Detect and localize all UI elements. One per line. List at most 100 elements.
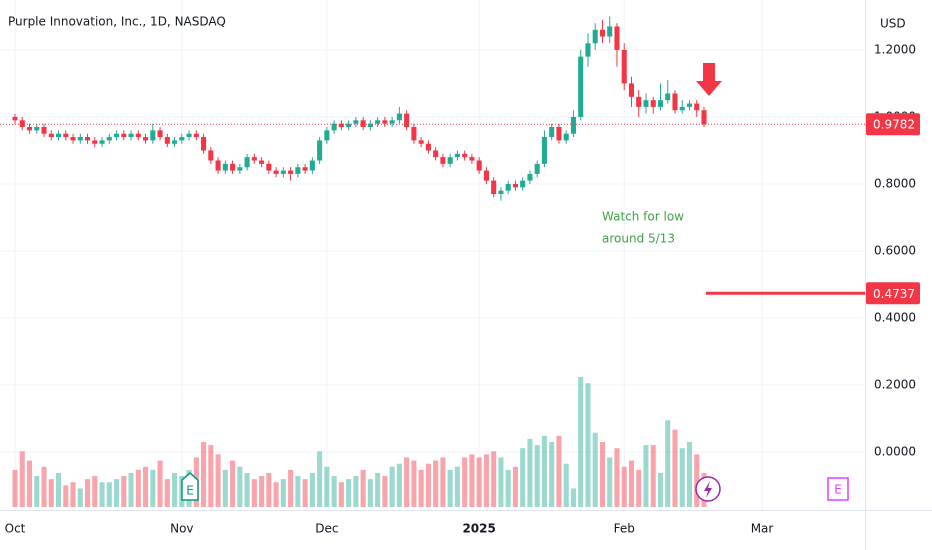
candle-body [121, 133, 127, 138]
candle-body [469, 157, 475, 161]
candle-body [628, 83, 635, 97]
candle-body [150, 130, 156, 141]
volume-bar [208, 445, 214, 507]
y-tick-label: 0.8000 [874, 176, 916, 190]
candle-body [520, 180, 526, 188]
volume-bar [367, 479, 373, 507]
candle-body [353, 120, 359, 124]
volume-bar [55, 472, 62, 507]
volume-bar [201, 442, 207, 507]
volume-bar [599, 442, 605, 507]
volume-bar [172, 472, 178, 507]
candle-body [607, 26, 613, 37]
svg-text:E: E [186, 484, 194, 498]
volume-bar [570, 488, 576, 507]
target-box [866, 282, 920, 305]
candle-body [84, 137, 91, 141]
candle-body [534, 163, 540, 174]
candle-body [12, 116, 18, 121]
volume-bar [150, 469, 156, 507]
candle-body [295, 167, 301, 174]
y-tick-label: 0.4000 [874, 310, 916, 324]
candle-body [679, 106, 685, 111]
candle-body [404, 113, 410, 127]
candle-body [650, 100, 656, 107]
volume-bar [665, 420, 671, 507]
candle-body [309, 160, 315, 171]
volume-bar [164, 479, 170, 507]
candle-body [505, 183, 511, 191]
candle-body [230, 163, 236, 171]
candle-body [643, 100, 649, 107]
candle-body [55, 133, 62, 138]
y-tick-label: 1.2000 [874, 42, 916, 56]
candle-body [99, 140, 105, 144]
volume-bar [657, 472, 664, 507]
candle-body [360, 120, 366, 127]
candle-body [701, 110, 707, 125]
candle-body [578, 56, 584, 117]
candle-body [259, 160, 265, 164]
candle-body [244, 157, 250, 168]
chart-title: Purple Innovation, Inc., 1D, NASDAQ [8, 15, 226, 29]
volume-bar [614, 448, 620, 507]
candle-body [411, 126, 417, 141]
volume-bar [360, 469, 366, 507]
candle-body [375, 120, 381, 124]
candle-body [447, 157, 453, 164]
volume-bar [454, 466, 460, 507]
candle-body [382, 120, 388, 124]
candle-body [172, 140, 178, 144]
volume-bar [99, 482, 105, 507]
candle-body [237, 167, 243, 171]
volume-bar [266, 472, 272, 507]
candle-body [498, 190, 504, 195]
volume-bar [636, 469, 642, 507]
volume-bar [650, 445, 656, 507]
x-tick-label: Mar [751, 522, 774, 536]
candle-body [331, 123, 337, 131]
candle-body [476, 160, 482, 171]
volume-bar [469, 454, 475, 507]
volume-bar [375, 472, 381, 507]
volume-bar [331, 476, 337, 507]
candle-body [621, 49, 627, 84]
volume-bar [396, 463, 402, 507]
candle-body [527, 173, 533, 181]
volume-bar [556, 435, 562, 507]
volume-bar [41, 466, 47, 507]
volume-bar [404, 457, 410, 507]
candle-body [418, 140, 424, 144]
volume-bar [578, 377, 584, 507]
candle-body [599, 29, 605, 37]
annotation: around 5/13 [602, 232, 675, 246]
candle-body [636, 96, 642, 107]
volume-bar [541, 435, 547, 507]
volume-bar [324, 466, 330, 507]
volume-bar [527, 438, 533, 507]
volume-bar [353, 476, 359, 507]
candle-body [70, 137, 76, 141]
volume-bar [585, 383, 591, 507]
candle-body [570, 116, 576, 134]
candle-body [26, 126, 33, 131]
volume-bar [346, 479, 352, 507]
candle-body [541, 137, 547, 164]
volume-bar [679, 448, 685, 507]
volume-bar [63, 485, 69, 507]
volume-bar [309, 472, 315, 507]
candle-body [135, 133, 141, 138]
volume-bar [317, 451, 323, 507]
candle-body [396, 113, 402, 121]
candle-body [614, 26, 620, 50]
candle-body [389, 120, 395, 124]
volume-bar [237, 466, 243, 507]
volume-bar [462, 457, 468, 507]
last-price-box [866, 113, 920, 136]
candle-body [92, 140, 98, 144]
volume-bar [549, 442, 555, 507]
x-tick-label: Dec [315, 522, 338, 536]
volume-bar [607, 457, 613, 507]
volume-bar [520, 448, 526, 507]
candle-body [19, 120, 25, 127]
